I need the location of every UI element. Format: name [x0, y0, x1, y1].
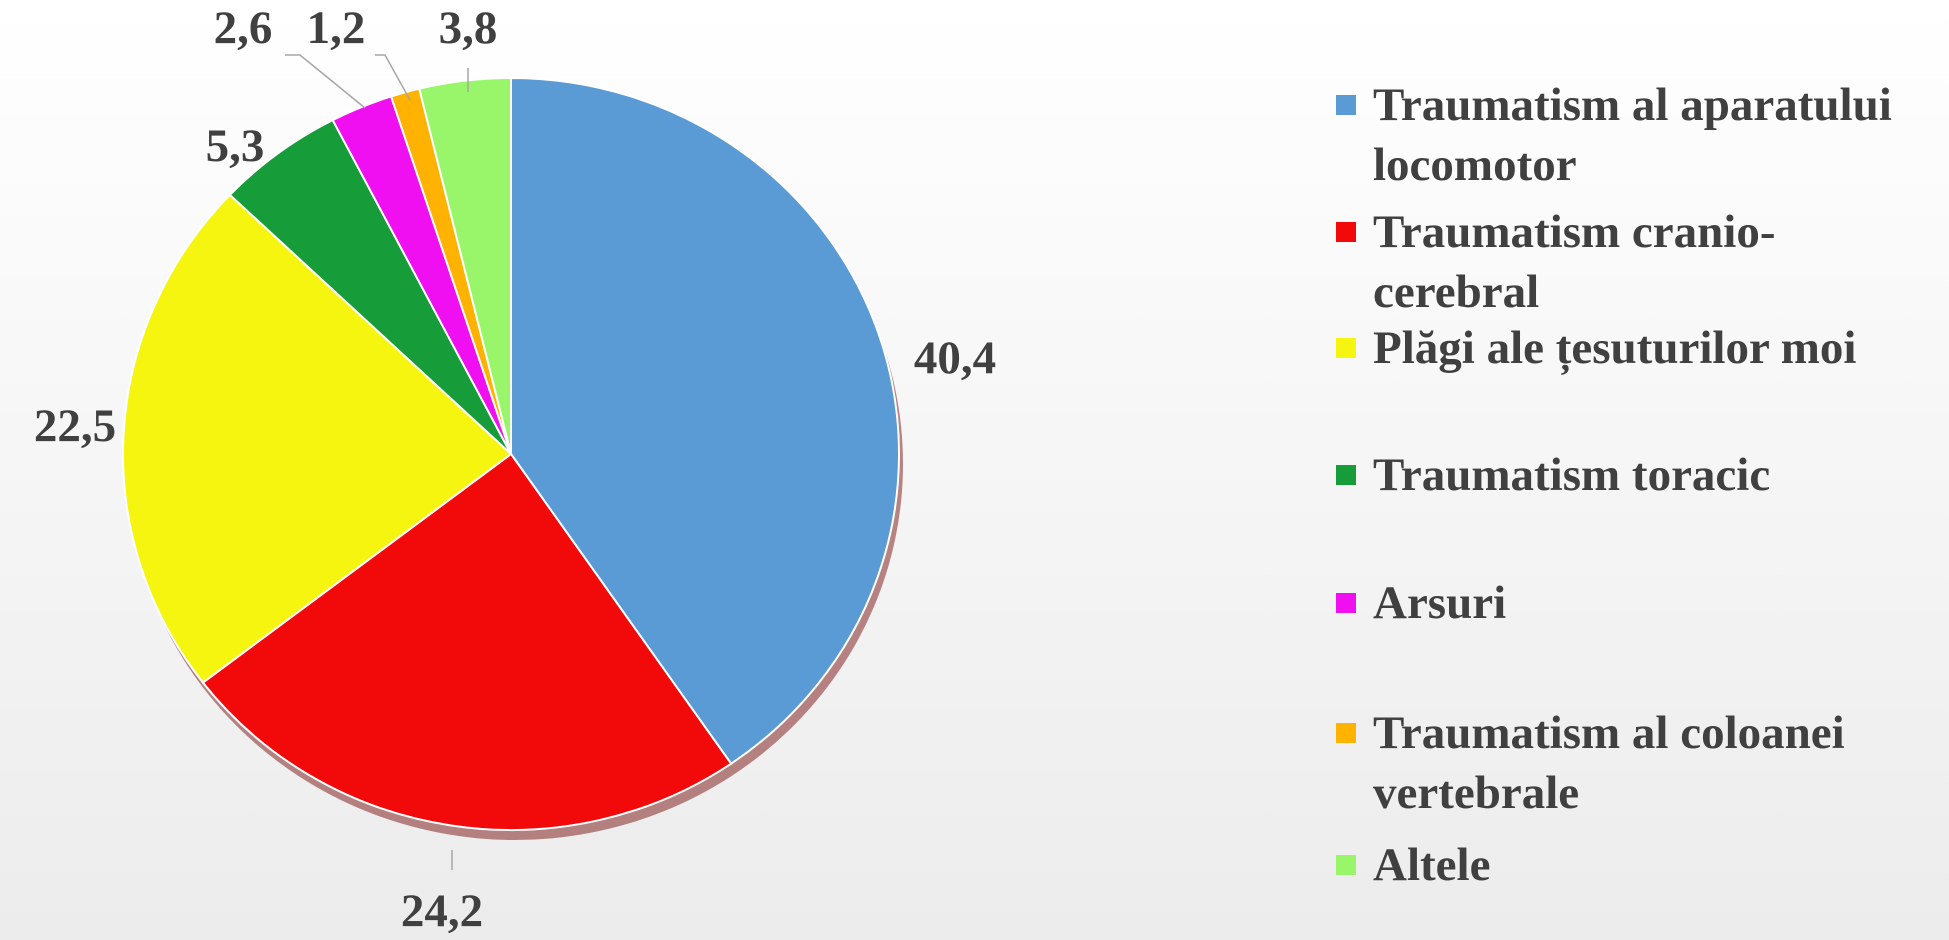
data-label: 2,6 [214, 2, 273, 54]
legend-label: Traumatism toracic [1373, 449, 1771, 501]
legend-label: Plăgi ale țesuturilor moi [1373, 322, 1857, 374]
data-label: 40,4 [914, 332, 996, 384]
data-label: 22,5 [34, 400, 116, 452]
legend-swatch [1336, 855, 1356, 875]
legend-swatch [1336, 593, 1356, 613]
legend-label: Traumatism al aparatului locomotor [1373, 79, 1892, 191]
legend-swatch [1336, 723, 1356, 743]
legend-swatch [1336, 95, 1356, 115]
data-label: 5,3 [206, 120, 265, 172]
data-label: 24,2 [401, 885, 483, 937]
pie-slice [122, 193, 513, 684]
pie-slice [201, 452, 733, 831]
legend-label: Traumatism al coloanei vertebrale [1373, 707, 1845, 819]
pie-slice [418, 76, 512, 455]
leader-line [375, 54, 411, 101]
data-label: 1,2 [307, 2, 366, 54]
legend-swatch [1336, 338, 1356, 358]
data-label: 3,8 [439, 2, 498, 54]
legend-label: Traumatism cranio-cerebral [1373, 206, 1776, 318]
legend-swatch [1336, 465, 1356, 485]
leader-line [285, 54, 366, 109]
legend-label: Arsuri [1373, 577, 1507, 629]
pie-slice [510, 76, 900, 766]
legend-swatch [1336, 222, 1356, 242]
legend-label: Altele [1373, 839, 1491, 891]
